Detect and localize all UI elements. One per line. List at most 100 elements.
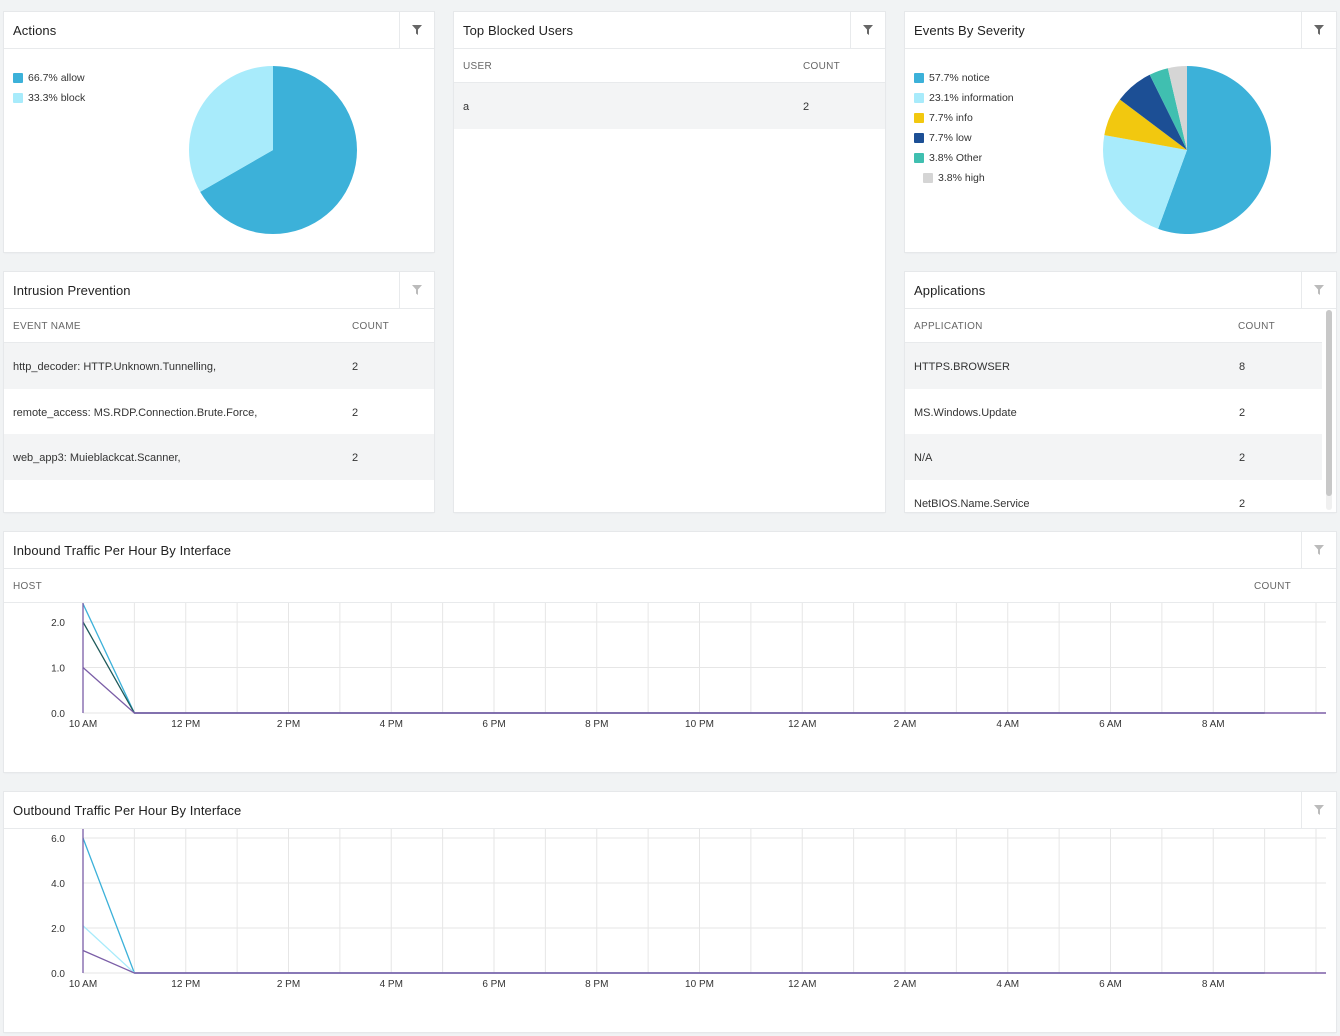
panel-header: Actions (4, 12, 434, 49)
x-tick-label: 6 PM (482, 719, 505, 730)
x-tick-label: 10 PM (685, 719, 714, 730)
y-tick-label: 4.0 (51, 879, 65, 890)
scrollbar-thumb[interactable] (1326, 310, 1332, 496)
column-header-count[interactable]: COUNT (1238, 321, 1276, 332)
column-header-host[interactable]: HOST (13, 581, 42, 592)
panel-title: Intrusion Prevention (13, 283, 131, 298)
filter-icon (412, 285, 422, 295)
legend-swatch (914, 73, 924, 83)
x-tick-label: 12 PM (171, 719, 200, 730)
pie-slice-block[interactable] (189, 66, 273, 192)
filter-button[interactable] (399, 272, 434, 308)
panel-header: Applications (905, 272, 1336, 309)
panel-title: Inbound Traffic Per Hour By Interface (13, 543, 232, 558)
legend-swatch (923, 173, 933, 183)
table-row[interactable]: N/A 2 (905, 434, 1322, 480)
panel-header: Events By Severity (905, 12, 1336, 49)
x-tick-label: 12 AM (788, 719, 816, 730)
x-tick-label: 4 AM (996, 719, 1019, 730)
column-header-event-name[interactable]: EVENT NAME (13, 321, 81, 332)
series-line-1[interactable] (82, 837, 1265, 974)
pie-slice-information[interactable] (1103, 135, 1187, 229)
count-cell: 2 (803, 101, 810, 113)
filter-button[interactable] (850, 12, 885, 48)
panel-title: Outbound Traffic Per Hour By Interface (13, 803, 242, 818)
legend-item-low[interactable]: 7.7% low (914, 128, 1014, 148)
table-header: EVENT NAME COUNT (4, 309, 434, 343)
column-header-count[interactable]: COUNT (352, 321, 390, 332)
count-cell: 2 (1239, 406, 1246, 419)
filter-button[interactable] (399, 12, 434, 48)
table-row[interactable]: remote_access: MS.RDP.Connection.Brute.F… (4, 389, 434, 435)
column-header-count[interactable]: COUNT (803, 61, 841, 72)
legend-label: 3.8% high (938, 172, 985, 184)
table-row[interactable]: web_app3: Muieblackcat.Scanner, 2 (4, 434, 434, 480)
table-row[interactable]: NetBIOS.Name.Service 2 (905, 480, 1322, 513)
x-tick-label: 6 AM (1099, 979, 1122, 990)
pie-slice-notice[interactable] (1158, 66, 1271, 234)
event-name-cell: web_app3: Muieblackcat.Scanner, (13, 452, 181, 464)
x-tick-label: 6 AM (1099, 719, 1122, 730)
filter-button[interactable] (1301, 12, 1336, 48)
x-tick-label: 8 PM (585, 979, 608, 990)
filter-button[interactable] (1301, 532, 1336, 568)
column-header-user[interactable]: USER (463, 61, 492, 72)
legend-swatch (914, 153, 924, 163)
table-row[interactable]: a 2 (454, 83, 885, 129)
x-tick-label: 8 AM (1202, 719, 1225, 730)
series-line-1[interactable] (82, 603, 1265, 714)
filter-button[interactable] (1301, 272, 1336, 308)
column-header-application[interactable]: APPLICATION (914, 321, 983, 332)
filter-button[interactable] (1301, 792, 1336, 828)
scrollbar[interactable] (1326, 310, 1332, 510)
x-tick-label: 2 AM (894, 979, 917, 990)
series-line-2[interactable] (82, 925, 1265, 974)
x-tick-label: 8 PM (585, 719, 608, 730)
severity-legend: 57.7% notice 23.1% information 7.7% info… (914, 68, 1014, 188)
application-cell: N/A (914, 452, 933, 464)
legend-item-allow[interactable]: 66.7% allow (13, 68, 85, 88)
table-row[interactable]: HTTPS.BROWSER 8 (905, 343, 1322, 389)
legend-item-info[interactable]: 7.7% info (914, 108, 1014, 128)
y-tick-label: 2.0 (51, 618, 65, 629)
y-tick-label: 2.0 (51, 924, 65, 935)
x-tick-label: 12 AM (788, 979, 816, 990)
outbound-line-chart: 0.0 2.0 4.0 6.0 10 AM 12 PM 2 PM 4 PM 6 PM 8 PM 10… (51, 829, 1326, 990)
legend-label: 33.3% block (28, 92, 86, 104)
applications-panel: Applications APPLICATION COUNT HTTPS.BRO… (905, 272, 1336, 512)
y-tick-label: 0.0 (51, 709, 65, 720)
pie-slice-low[interactable] (1119, 74, 1187, 150)
inbound-line-chart: 0.0 1.0 2.0 10 AM 12 PM 2 PM 4 PM 6 PM 8 PM 10 PM… (51, 603, 1326, 730)
count-cell: 8 (1239, 361, 1246, 373)
legend-item-block[interactable]: 33.3% block (13, 88, 85, 108)
table-header: USER COUNT (454, 49, 885, 83)
application-cell: MS.Windows.Update (914, 406, 1017, 419)
column-header-count[interactable]: COUNT (1254, 581, 1292, 592)
legend-item-notice[interactable]: 57.7% notice (914, 68, 1014, 88)
count-cell: 2 (1239, 452, 1246, 464)
legend-item-information[interactable]: 23.1% information (914, 88, 1014, 108)
count-cell: 2 (1239, 497, 1246, 510)
panel-title: Events By Severity (914, 23, 1025, 38)
table-row[interactable]: MS.Windows.Update 2 (905, 389, 1322, 435)
pie-slice-info[interactable] (1104, 99, 1187, 150)
table-row[interactable]: http_decoder: HTTP.Unknown.Tunnelling, 2 (4, 343, 434, 389)
legend-swatch (914, 133, 924, 143)
x-tick-label: 2 PM (277, 979, 300, 990)
x-tick-label: 2 PM (277, 719, 300, 730)
table-header: APPLICATION COUNT (905, 309, 1322, 343)
series-line-3[interactable] (82, 949, 1265, 974)
x-tick-label: 8 AM (1202, 979, 1225, 990)
legend-item-other[interactable]: 3.8% Other (914, 148, 1014, 168)
pie-slice-allow[interactable] (200, 66, 357, 234)
series-line-3[interactable] (82, 667, 1265, 714)
filter-icon (412, 25, 422, 35)
filter-icon (1314, 805, 1324, 815)
pie-slice-other[interactable] (1149, 68, 1187, 150)
legend-swatch (13, 93, 23, 103)
pie-slice-high[interactable] (1167, 66, 1187, 150)
event-name-cell: remote_access: MS.RDP.Connection.Brute.F… (13, 406, 258, 419)
x-tick-label: 10 AM (69, 979, 97, 990)
panel-header: Outbound Traffic Per Hour By Interface (4, 792, 1336, 829)
legend-item-high[interactable]: 3.8% high (914, 168, 1014, 188)
